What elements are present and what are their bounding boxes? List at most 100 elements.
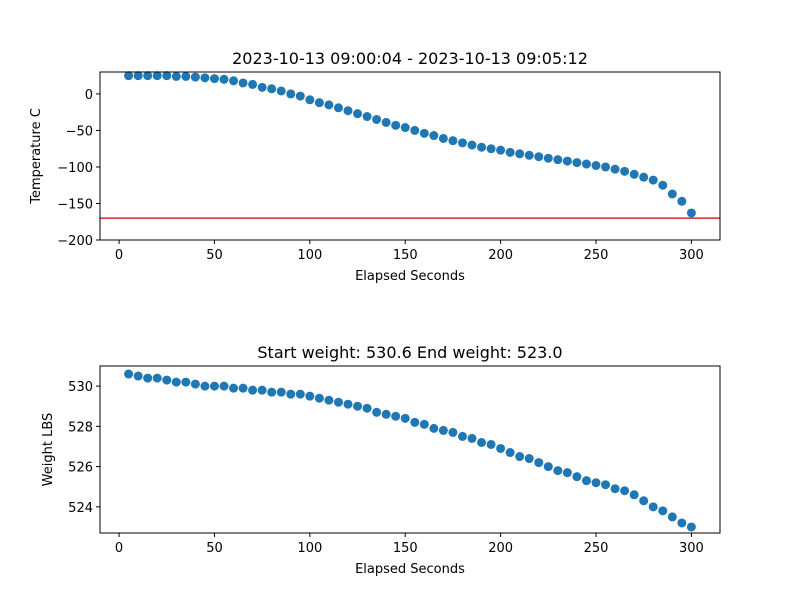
point bbox=[209, 381, 219, 391]
x-tick-label: 200 bbox=[488, 248, 513, 263]
point bbox=[400, 413, 410, 423]
y-tick-label: 528 bbox=[68, 420, 93, 435]
point bbox=[524, 454, 534, 464]
point bbox=[429, 131, 439, 141]
point bbox=[257, 82, 267, 92]
point bbox=[181, 71, 191, 81]
point bbox=[171, 377, 181, 387]
point bbox=[353, 109, 363, 119]
y-tick-label: 526 bbox=[68, 461, 93, 476]
point bbox=[410, 417, 420, 427]
point bbox=[677, 196, 687, 206]
point bbox=[162, 375, 172, 385]
point bbox=[248, 385, 258, 395]
point bbox=[601, 480, 611, 490]
point bbox=[267, 387, 277, 397]
y-tick-label: 530 bbox=[68, 380, 93, 395]
point bbox=[515, 452, 525, 462]
point bbox=[667, 189, 677, 199]
point bbox=[133, 371, 143, 381]
point bbox=[362, 112, 372, 122]
point bbox=[505, 448, 515, 458]
point bbox=[534, 458, 544, 468]
point bbox=[372, 114, 382, 124]
point bbox=[276, 387, 286, 397]
point bbox=[591, 478, 601, 488]
chart-title: 2023-10-13 09:00:04 - 2023-10-13 09:05:1… bbox=[232, 49, 588, 68]
axes-frame bbox=[99, 71, 721, 241]
point bbox=[410, 125, 420, 135]
point bbox=[496, 443, 506, 453]
point bbox=[314, 393, 324, 403]
point bbox=[391, 120, 401, 130]
point bbox=[133, 71, 143, 81]
point bbox=[457, 431, 467, 441]
x-tick-label: 50 bbox=[206, 248, 223, 263]
x-tick-label: 300 bbox=[679, 248, 704, 263]
x-tick-label: 200 bbox=[488, 541, 513, 556]
point bbox=[200, 73, 210, 83]
point bbox=[467, 433, 477, 443]
point bbox=[333, 103, 343, 113]
point bbox=[152, 71, 162, 81]
x-tick-label: 100 bbox=[297, 248, 322, 263]
point bbox=[610, 484, 620, 494]
point bbox=[295, 389, 305, 399]
point bbox=[486, 144, 496, 154]
point bbox=[610, 164, 620, 174]
x-tick-label: 250 bbox=[584, 541, 609, 556]
point bbox=[171, 71, 181, 81]
point bbox=[343, 399, 353, 409]
point bbox=[219, 381, 229, 391]
point bbox=[190, 72, 200, 82]
point bbox=[343, 106, 353, 116]
point bbox=[419, 419, 429, 429]
point bbox=[229, 76, 239, 86]
point bbox=[229, 383, 239, 393]
x-tick-label: 50 bbox=[206, 541, 223, 556]
point bbox=[601, 162, 611, 172]
point bbox=[362, 403, 372, 413]
point bbox=[562, 156, 572, 166]
point bbox=[667, 512, 677, 522]
point bbox=[448, 427, 458, 437]
point bbox=[143, 373, 153, 383]
x-axis-label: Elapsed Seconds bbox=[355, 562, 465, 577]
point bbox=[448, 136, 458, 146]
x-tick-label: 150 bbox=[393, 248, 418, 263]
axes-frame bbox=[99, 365, 721, 534]
point bbox=[219, 74, 229, 84]
point bbox=[496, 145, 506, 155]
point bbox=[572, 472, 582, 482]
point bbox=[457, 138, 467, 148]
point bbox=[295, 91, 305, 101]
point bbox=[419, 128, 429, 138]
point bbox=[314, 98, 324, 108]
point bbox=[391, 411, 401, 421]
point bbox=[534, 152, 544, 162]
point bbox=[324, 395, 334, 405]
point bbox=[572, 158, 582, 168]
point bbox=[305, 95, 315, 105]
point bbox=[124, 369, 134, 379]
point bbox=[438, 133, 448, 143]
x-tick-label: 0 bbox=[115, 248, 123, 263]
point bbox=[677, 518, 687, 528]
point bbox=[162, 71, 172, 81]
point bbox=[524, 150, 534, 160]
point bbox=[353, 401, 363, 411]
point bbox=[562, 468, 572, 478]
y-tick-label: 524 bbox=[68, 501, 93, 516]
x-tick-label: 250 bbox=[584, 248, 609, 263]
point bbox=[305, 391, 315, 401]
point bbox=[200, 381, 210, 391]
x-tick-label: 0 bbox=[115, 541, 123, 556]
chart-title: Start weight: 530.6 End weight: 523.0 bbox=[257, 343, 562, 362]
point bbox=[190, 379, 200, 389]
point bbox=[267, 84, 277, 94]
point bbox=[629, 169, 639, 179]
point bbox=[467, 140, 477, 150]
point bbox=[400, 123, 410, 133]
y-tick-label: −50 bbox=[66, 124, 93, 139]
